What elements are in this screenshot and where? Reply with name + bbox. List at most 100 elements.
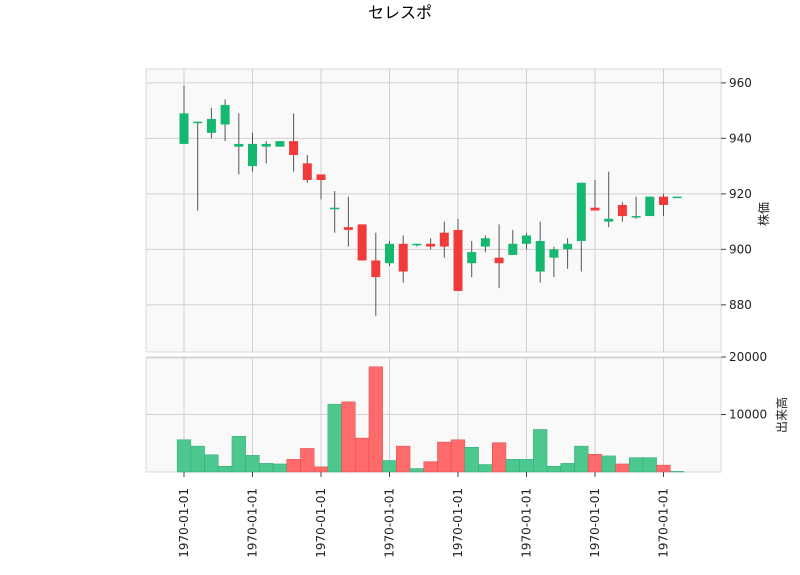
volume-axis-ticks: 10000 20000 — [721, 350, 767, 422]
x-axis-ticks: 1970-01-01 1970-01-01 1970-01-01 1970-01-01… — [177, 472, 671, 558]
candle — [604, 171, 614, 228]
candle-body — [385, 243, 394, 264]
volume-bar — [478, 464, 493, 473]
volume-bar — [409, 468, 424, 473]
candle-body — [330, 207, 340, 210]
volume-bar — [642, 457, 657, 473]
volume-bar — [519, 459, 534, 473]
candle — [193, 121, 203, 211]
candle — [672, 196, 682, 199]
candle — [453, 218, 463, 291]
candle — [535, 221, 545, 283]
candle-body — [576, 182, 586, 242]
candle — [508, 229, 518, 255]
candle-body — [659, 196, 668, 205]
candle-body — [302, 163, 312, 180]
candle-body — [645, 196, 655, 217]
candle-body — [426, 243, 436, 247]
candle-body — [467, 252, 477, 264]
candle — [426, 238, 436, 250]
candle-body — [316, 174, 326, 180]
chart-title: セレスポ — [368, 3, 432, 22]
volume-bars — [176, 366, 685, 473]
volume-bar — [505, 459, 520, 473]
candle — [549, 246, 559, 278]
candle-body — [549, 249, 559, 258]
candle-body — [343, 227, 353, 230]
candle-body — [179, 113, 189, 144]
volume-bar — [546, 466, 561, 473]
candle — [563, 238, 573, 269]
candle — [248, 132, 257, 172]
candle-body — [439, 232, 449, 247]
price-grid — [146, 69, 721, 352]
candle-body — [590, 207, 600, 211]
volume-bar — [587, 453, 603, 473]
volume-tick-label: 10000 — [729, 408, 767, 422]
candle — [206, 107, 216, 139]
volume-bar — [218, 466, 233, 473]
candle-body — [234, 143, 244, 147]
volume-bar — [300, 448, 315, 473]
volume-bar — [437, 441, 452, 473]
volume-bar — [286, 459, 301, 473]
volume-bar — [464, 447, 479, 473]
candle — [316, 174, 326, 200]
price-tick-label: 900 — [729, 242, 752, 256]
price-tick-label: 920 — [729, 187, 752, 201]
price-axis-title: 株価 — [756, 202, 771, 226]
x-tick-label: 1970-01-01 — [520, 488, 534, 558]
volume-bar — [368, 366, 383, 473]
candle-body — [631, 216, 641, 218]
x-tick-label: 1970-01-01 — [657, 488, 671, 558]
volume-bar — [176, 439, 192, 473]
candle-body — [220, 105, 230, 125]
candle — [234, 113, 244, 175]
volume-bar — [259, 463, 274, 473]
candle — [289, 113, 299, 172]
candle-body — [508, 243, 518, 255]
candle — [439, 221, 449, 258]
candles — [179, 85, 682, 316]
candle — [302, 155, 312, 183]
candle — [412, 243, 422, 247]
candle — [330, 191, 340, 233]
candle-body — [672, 196, 682, 199]
volume-bar — [601, 455, 616, 473]
volume-bar — [355, 437, 370, 473]
candle — [645, 196, 655, 217]
candle-body — [275, 141, 285, 147]
price-tick-label: 960 — [729, 76, 752, 90]
candle — [261, 141, 271, 164]
candle-body — [617, 204, 627, 217]
candle-body — [289, 141, 299, 156]
candle — [467, 241, 477, 278]
candle — [494, 224, 504, 289]
candle-body — [522, 235, 531, 244]
volume-bar — [629, 457, 644, 473]
x-tick-label: 1970-01-01 — [383, 488, 397, 558]
candle-body — [398, 243, 408, 272]
volume-tick-label: 20000 — [729, 350, 767, 364]
price-panel-background — [145, 68, 722, 353]
candle — [398, 235, 408, 283]
candle — [179, 85, 189, 144]
volume-bar — [492, 442, 507, 473]
candle — [480, 235, 490, 253]
volume-bar — [231, 436, 246, 473]
volume-grid — [146, 356, 721, 472]
volume-panel: 10000 20000 出来高 — [145, 350, 789, 473]
volume-bar — [615, 463, 630, 473]
candle — [617, 202, 627, 222]
volume-bar — [396, 445, 411, 473]
x-tick-label: 1970-01-01 — [314, 488, 328, 558]
candle — [371, 232, 381, 316]
candle — [659, 193, 668, 217]
price-tick-label: 940 — [729, 131, 752, 145]
volume-bar — [574, 445, 589, 473]
candle-body — [248, 143, 257, 167]
volume-bar — [204, 454, 219, 473]
candle — [631, 196, 641, 219]
candle-body — [535, 241, 545, 272]
